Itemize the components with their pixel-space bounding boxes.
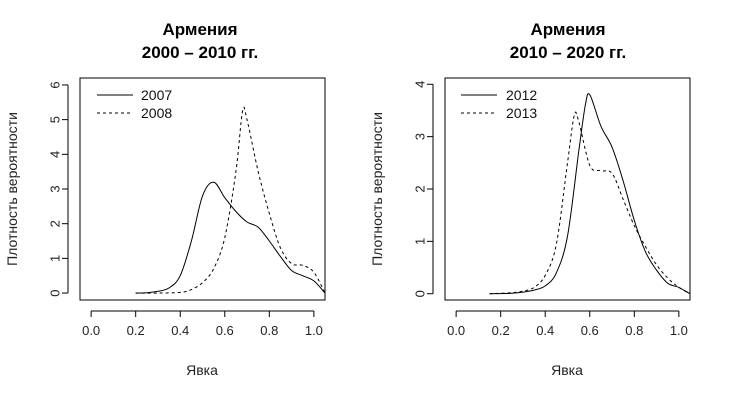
x-tick-label: 0.8	[260, 323, 278, 338]
chart-subtitle-1: 2000 – 2010 гг.	[142, 43, 258, 62]
series-line-2013	[489, 111, 691, 295]
y-axis-2: 0 1 2 3 4	[412, 81, 434, 297]
chart-title-2: Армения	[530, 20, 605, 39]
chart-title-1: Армения	[162, 20, 237, 39]
series-line-2012	[489, 93, 691, 295]
y-tick-label: 0	[47, 289, 62, 296]
plot-frame-1	[79, 77, 326, 301]
y-tick-label: 4	[412, 81, 427, 88]
x-tick-label: 0.2	[492, 323, 510, 338]
x-axis-2: 0.0 0.2 0.4 0.6 0.8 1.0	[447, 310, 688, 338]
x-axis-label-1: Явка	[186, 362, 218, 378]
chart-panel-2: Армения 2010 – 2020 гг. Явка Плотность в…	[369, 20, 691, 378]
y-tick-label: 1	[412, 238, 427, 245]
y-tick-label: 3	[47, 185, 62, 192]
y-axis-label-2: Плотность вероятности	[369, 112, 385, 266]
y-axis-label-1: Плотность вероятности	[4, 112, 20, 266]
legend-2: 2012 2013	[461, 87, 537, 121]
x-tick-label: 0.2	[127, 323, 145, 338]
series-line-2007	[135, 181, 326, 294]
legend-label-2007: 2007	[141, 87, 172, 103]
chart-subtitle-2: 2010 – 2020 гг.	[510, 43, 626, 62]
legend-1: 2007 2008	[97, 87, 172, 121]
x-axis-label-2: Явка	[551, 362, 583, 378]
series-lines-1	[135, 106, 326, 294]
x-tick-label: 0.0	[82, 323, 100, 338]
x-tick-label: 0.6	[581, 323, 599, 338]
x-tick-label: 0.4	[171, 323, 189, 338]
legend-label-2012: 2012	[506, 87, 537, 103]
series-lines-2	[489, 93, 691, 295]
series-line-2008	[135, 106, 326, 294]
legend-label-2008: 2008	[141, 105, 172, 121]
x-tick-label: 0.4	[536, 323, 554, 338]
y-tick-label: 2	[47, 220, 62, 227]
x-tick-label: 0.6	[216, 323, 234, 338]
y-tick-label: 5	[47, 116, 62, 123]
legend-label-2013: 2013	[506, 105, 537, 121]
y-tick-label: 4	[47, 151, 62, 158]
x-tick-label: 0.0	[447, 323, 465, 338]
y-tick-label: 3	[412, 133, 427, 140]
y-tick-label: 0	[412, 290, 427, 297]
x-tick-label: 1.0	[670, 323, 688, 338]
x-axis-1: 0.0 0.2 0.4 0.6 0.8 1.0	[82, 310, 323, 338]
y-tick-label: 6	[47, 81, 62, 88]
chart-panel-1: Армения 2000 – 2010 гг. Явка Плотность в…	[4, 20, 326, 378]
y-axis-1: 0 1 2 3 4 5 6	[47, 81, 69, 297]
plot-frame-2	[444, 77, 691, 301]
y-tick-label: 1	[47, 255, 62, 262]
y-tick-label: 2	[412, 185, 427, 192]
x-tick-label: 0.8	[625, 323, 643, 338]
x-tick-label: 1.0	[305, 323, 323, 338]
